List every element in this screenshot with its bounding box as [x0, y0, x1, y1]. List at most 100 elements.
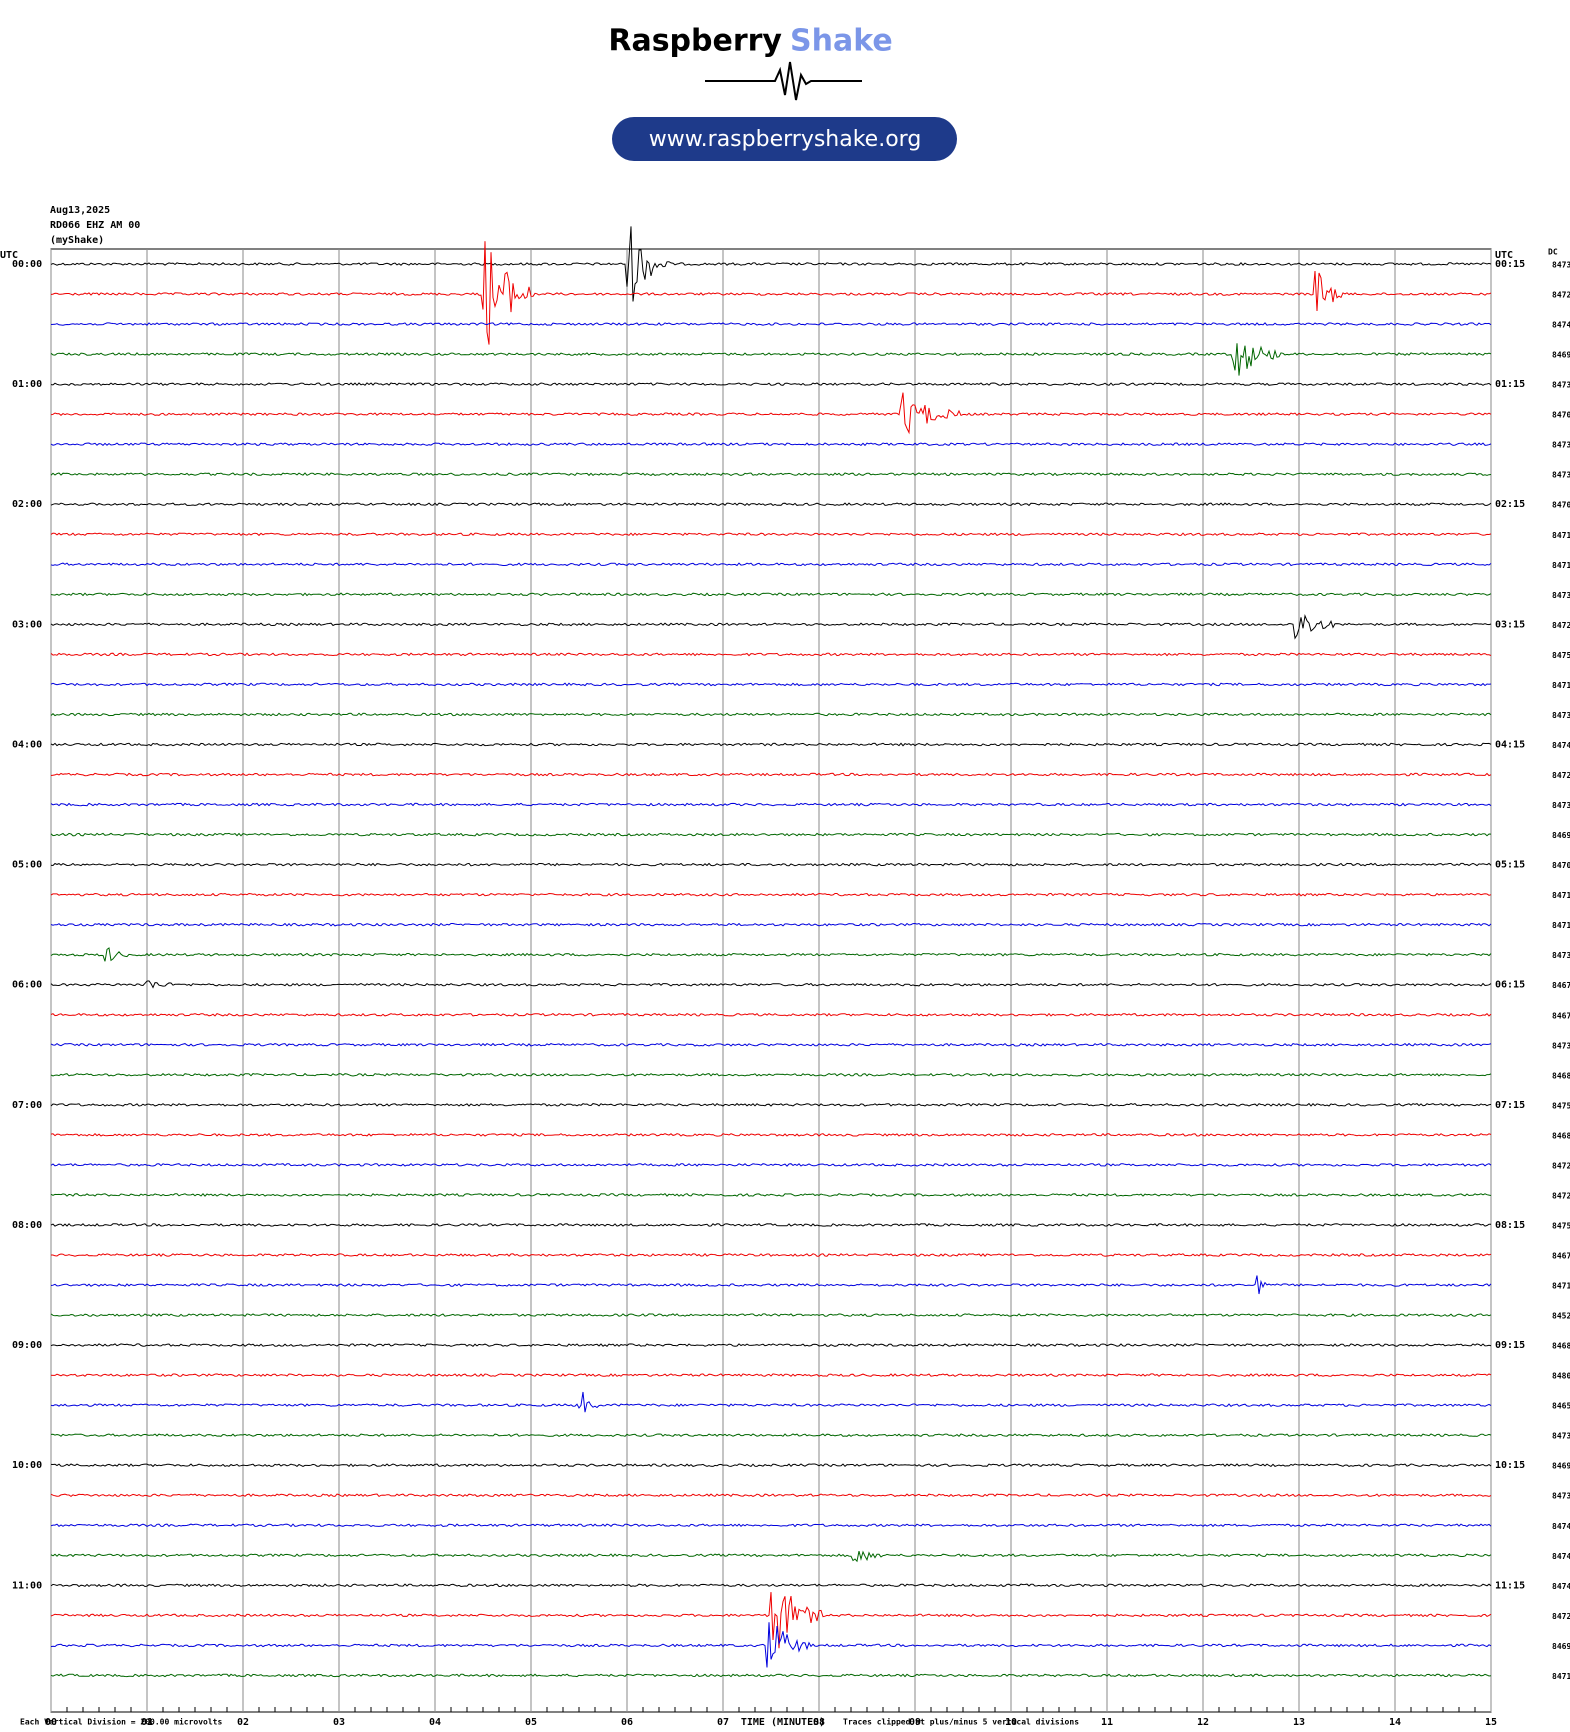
trace: [50, 502, 1492, 507]
left-axis-title: UTC: [0, 250, 18, 261]
trace: [50, 1550, 1492, 1563]
trace: [50, 562, 1492, 567]
left-time: 09:00: [12, 1340, 42, 1351]
dc-value: 8472: [1552, 1612, 1570, 1621]
dc-value: 8472: [1552, 1161, 1570, 1170]
right-time: 10:15: [1495, 1460, 1525, 1471]
dc-value: 8472: [1552, 1191, 1570, 1200]
trace: [50, 802, 1492, 807]
trace: [50, 1072, 1492, 1077]
dc-value: 8471: [1552, 921, 1570, 930]
dc-value: 8474: [1552, 1552, 1570, 1561]
trace: [50, 343, 1492, 376]
trace: [50, 592, 1492, 597]
trace: [50, 980, 1492, 989]
right-time: 07:15: [1495, 1100, 1525, 1111]
info-date: Aug13,2025: [50, 205, 110, 216]
dc-value: 8473: [1552, 801, 1570, 810]
dc-value: 8471: [1552, 891, 1570, 900]
x-tick-label: 15: [1485, 1717, 1497, 1728]
right-time: 03:15: [1495, 619, 1525, 630]
left-time: 05:00: [12, 860, 42, 871]
right-time: 00:15: [1495, 259, 1525, 270]
dc-value: 8469: [1552, 1642, 1570, 1651]
right-time: 01:15: [1495, 379, 1525, 390]
dc-value: 8470: [1552, 501, 1570, 510]
trace: [51, 1253, 1492, 1257]
dc-title: DC: [1548, 248, 1558, 257]
trace: [50, 532, 1492, 537]
dc-value: 8473: [1552, 1492, 1570, 1501]
trace: [50, 742, 1492, 747]
x-tick-label: 05: [525, 1717, 537, 1728]
dc-value: 8474: [1552, 741, 1570, 750]
url: www.raspberryshake.org: [649, 127, 922, 152]
dc-value: 8468: [1552, 1071, 1570, 1080]
dc-value: 8471: [1552, 1672, 1570, 1681]
left-time: 01:00: [12, 379, 42, 390]
trace: [50, 1343, 1492, 1348]
x-tick-label: 04: [429, 1717, 441, 1728]
left-time: 06:00: [12, 980, 42, 991]
trace: [50, 1163, 1492, 1167]
trace: [50, 226, 1492, 302]
x-tick-label: 03: [333, 1717, 345, 1728]
left-time: 00:00: [12, 259, 42, 270]
trace: [50, 1622, 1492, 1668]
dc-value: 8473: [1552, 471, 1570, 480]
right-axis-title: UTC: [1495, 250, 1513, 261]
dc-value: 8474: [1552, 1522, 1570, 1531]
x-tick-label: 13: [1293, 1717, 1305, 1728]
dc-value: 8452: [1552, 1312, 1570, 1321]
trace: [50, 1223, 1491, 1227]
dc-value: 8474: [1552, 1582, 1570, 1591]
url-pill: [612, 117, 957, 161]
plot-frame: [50, 248, 1492, 1713]
trace: [50, 922, 1492, 927]
x-tick-label: 14: [1389, 1717, 1401, 1728]
dc-value: 8473: [1552, 441, 1570, 450]
trace: [50, 1592, 1492, 1649]
trace: [50, 241, 1492, 345]
trace: [50, 1042, 1492, 1047]
trace: [50, 1133, 1492, 1137]
dc-value: 8470: [1552, 861, 1570, 870]
right-time: 04:15: [1495, 739, 1525, 750]
dc-value: 8474: [1552, 321, 1570, 330]
dc-value: 8472: [1552, 621, 1570, 630]
trace: [50, 1523, 1492, 1528]
dc-value: 8471: [1552, 1282, 1570, 1291]
trace: [50, 1493, 1492, 1498]
dc-value: 8473: [1552, 951, 1570, 960]
x-tick-label: 10: [1005, 1717, 1017, 1728]
trace: [50, 1102, 1492, 1107]
x-tick-label: 08: [813, 1717, 825, 1728]
dc-value: 8467: [1552, 1251, 1570, 1260]
brand-right: Shake: [790, 24, 893, 59]
trace: [50, 382, 1492, 386]
left-time: 02:00: [12, 499, 42, 510]
trace: [50, 472, 1492, 477]
trace: [50, 772, 1492, 777]
scale-note: Each Vertical Division = 200.00 microvol…: [20, 1717, 222, 1727]
trace: [50, 1012, 1492, 1017]
left-time: 04:00: [12, 739, 42, 750]
trace: [50, 1313, 1492, 1317]
trace: [50, 682, 1492, 687]
trace: [50, 322, 1492, 326]
dc-value: 8467: [1552, 1011, 1570, 1020]
dc-value: 8469: [1552, 1462, 1570, 1471]
right-time: 06:15: [1495, 980, 1525, 991]
info-station: RD066 EHZ AM 00: [50, 220, 140, 231]
dc-value: 8473: [1552, 261, 1570, 270]
trace: [50, 947, 1492, 962]
dc-value: 8473: [1552, 1432, 1570, 1441]
dc-value: 8471: [1552, 531, 1570, 540]
dc-value: 8473: [1552, 381, 1570, 390]
x-axis-title: TIME (MINUTES): [741, 1717, 825, 1728]
info-network: (myShake): [50, 235, 104, 246]
right-time: 11:15: [1495, 1580, 1525, 1591]
dc-value: 8473: [1552, 1041, 1570, 1050]
